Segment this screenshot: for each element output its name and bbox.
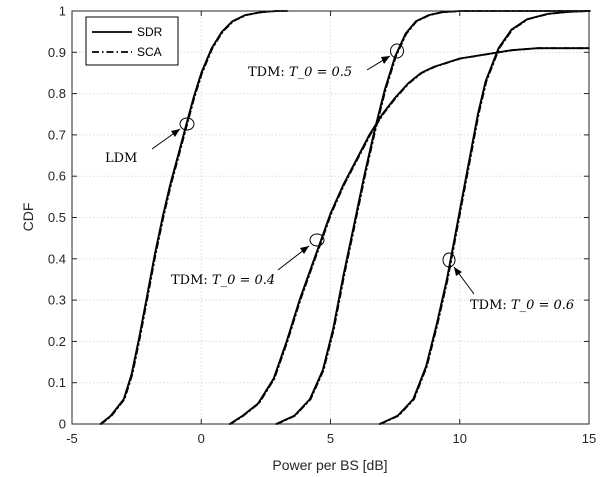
legend-sdr-label: SDR [137,25,163,39]
tdm-06-arrowhead [454,267,462,276]
y-tick-label: 1 [59,4,66,19]
y-tick-label: 0.2 [48,334,66,349]
tdm-05-prefix: TDM: [248,65,289,80]
y-tick-label: 0.8 [48,86,66,101]
y-tick-label: 0.1 [48,375,66,390]
legend-sca-label: SCA [137,45,162,59]
ldm-arrowhead [171,129,180,137]
ldm-label: LDM [105,151,137,166]
legend-box [85,16,179,66]
tdm-05-label: TDM: T_0 = 0.5 [248,65,352,80]
y-axis-title: CDF [20,203,36,232]
y-tick-label: 0.3 [48,293,66,308]
x-tick-label: 5 [327,431,334,446]
series-tdm-t0-0-6-sca [379,10,591,425]
x-tick-label: 10 [453,431,467,446]
series-ldm-sca [100,10,289,425]
x-tick-label: -5 [66,431,78,446]
tdm-04-marker-circle [309,233,325,247]
series-lines [99,10,591,425]
y-tick-label: 0 [59,417,66,432]
tdm-05-math: T_0 = 0.5 [289,65,352,80]
tdm-06-prefix: TDM: [470,298,511,313]
tdm-06-marker-circle [442,252,456,268]
y-tick-label: 0.7 [48,127,66,142]
y-tick-label: 0.4 [48,251,66,266]
y-tick-label: 0.6 [48,169,66,184]
tdm-05-marker-circle [390,43,404,59]
tdm-04-arrowhead [300,246,309,254]
x-axis-title: Power per BS [dB] [272,457,387,473]
x-tick-label: 15 [582,431,596,446]
x-tick-label: 0 [198,431,205,446]
tdm-06-label: TDM: T_0 = 0.6 [470,298,574,313]
series-tdm-t0-0-5-sca [276,10,591,425]
annotations: LDM TDM: T_0 = 0.5 TDM: T_0 = 0.4 TDM: T… [105,43,574,313]
legend: SDR SCA [85,16,179,66]
y-tick-label: 0.5 [48,210,66,225]
tdm-05-arrowhead [381,56,390,64]
tdm-04-label: TDM: T_0 = 0.4 [171,273,275,288]
ldm-marker-circle [179,117,195,131]
tdm-04-prefix: TDM: [171,273,212,288]
tdm-06-math: T_0 = 0.6 [511,298,574,313]
series-tdm-t0-0-4-sca [229,47,591,425]
y-tick-label: 0.9 [48,45,66,60]
tdm-04-math: T_0 = 0.4 [212,273,275,288]
